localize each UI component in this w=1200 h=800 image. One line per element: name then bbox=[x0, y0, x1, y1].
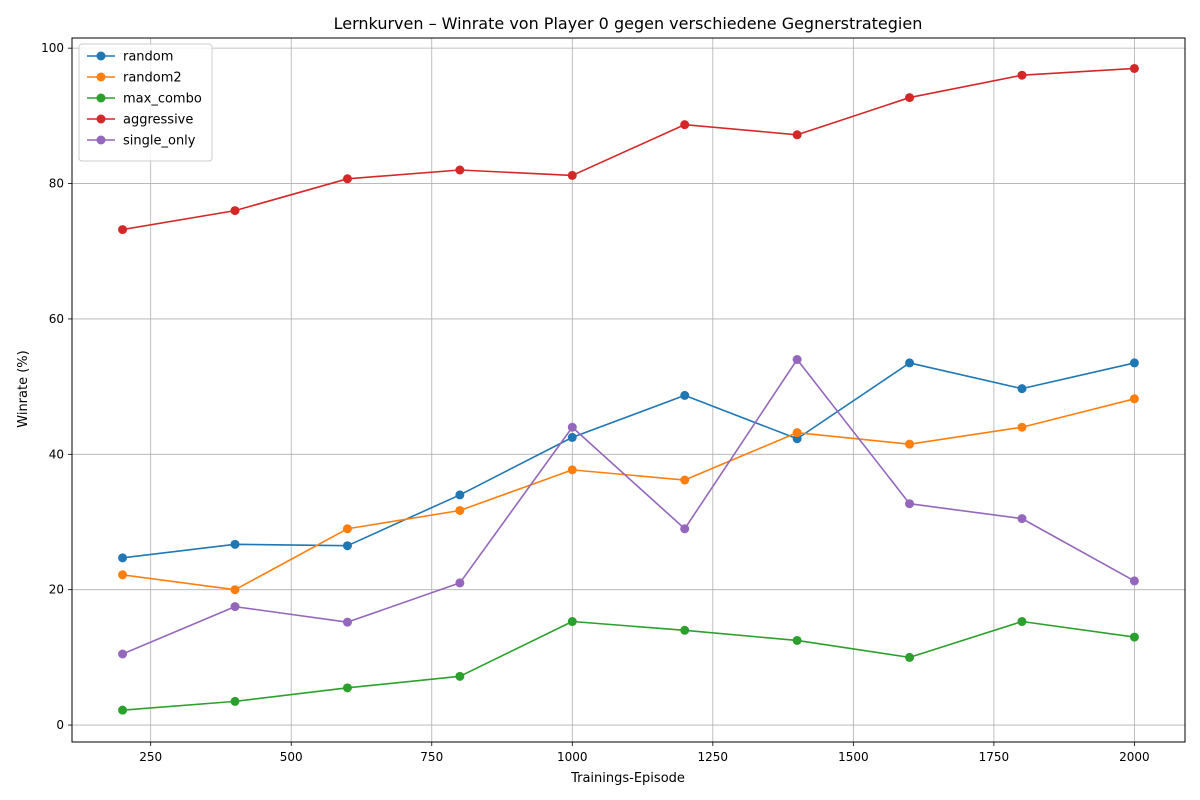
data-point-random2 bbox=[342, 524, 352, 534]
data-point-max_combo bbox=[792, 635, 802, 645]
grid bbox=[72, 38, 1185, 742]
data-point-random bbox=[680, 390, 690, 400]
legend-marker-random bbox=[96, 51, 106, 61]
legend-item-max_combo: max_combo bbox=[87, 92, 202, 107]
series-max_combo bbox=[118, 617, 1139, 715]
data-point-aggressive bbox=[1017, 70, 1027, 80]
data-point-single_only bbox=[567, 422, 577, 432]
x-axis-label: Trainings-Episode bbox=[570, 771, 685, 786]
y-axis-label: Winrate (%) bbox=[16, 350, 31, 427]
data-point-aggressive bbox=[230, 206, 240, 216]
data-point-aggressive bbox=[792, 130, 802, 140]
legend-marker-aggressive bbox=[96, 114, 106, 124]
legend-item-single_only: single_only bbox=[87, 134, 196, 149]
y-tick-label: 80 bbox=[49, 177, 64, 191]
y-tick-label: 60 bbox=[49, 312, 64, 326]
legend-item-random2: random2 bbox=[87, 71, 182, 86]
legend-label-max_combo: max_combo bbox=[123, 92, 202, 107]
series-line-random2 bbox=[122, 398, 1135, 591]
data-point-aggressive bbox=[118, 225, 128, 235]
data-point-random2 bbox=[680, 475, 690, 485]
x-tick-label: 1750 bbox=[979, 750, 1010, 764]
x-tick-label: 500 bbox=[280, 750, 303, 764]
data-point-max_combo bbox=[1129, 632, 1139, 642]
data-point-single_only bbox=[680, 524, 690, 534]
data-point-random2 bbox=[455, 505, 465, 515]
legend-item-aggressive: aggressive bbox=[87, 113, 193, 128]
x-tick-label: 1000 bbox=[557, 750, 588, 764]
data-point-single_only bbox=[792, 355, 802, 365]
data-point-random bbox=[1129, 358, 1139, 368]
legend-label-random2: random2 bbox=[123, 71, 182, 86]
data-point-single_only bbox=[455, 578, 465, 588]
legend-label-aggressive: aggressive bbox=[123, 113, 193, 128]
series-line-single_only bbox=[122, 358, 1135, 655]
series-aggressive bbox=[118, 63, 1139, 235]
data-point-max_combo bbox=[680, 625, 690, 635]
data-point-aggressive bbox=[680, 120, 690, 130]
data-point-max_combo bbox=[1017, 617, 1027, 627]
y-tick-label: 40 bbox=[49, 447, 64, 461]
data-point-single_only bbox=[1129, 576, 1139, 586]
data-point-random bbox=[230, 539, 240, 549]
legend-marker-max_combo bbox=[96, 93, 106, 103]
data-point-random bbox=[455, 490, 465, 500]
legend-marker-random2 bbox=[96, 72, 106, 82]
x-tick-label: 2000 bbox=[1119, 750, 1150, 764]
y-tick-label: 0 bbox=[56, 718, 64, 732]
data-point-max_combo bbox=[567, 617, 577, 627]
series-line-random bbox=[122, 362, 1135, 559]
data-point-aggressive bbox=[1129, 63, 1139, 73]
series-random bbox=[118, 358, 1139, 563]
legend-item-random: random bbox=[87, 50, 173, 65]
data-point-max_combo bbox=[118, 705, 128, 715]
data-point-aggressive bbox=[342, 174, 352, 184]
data-point-single_only bbox=[905, 499, 915, 509]
chart-title: Lernkurven – Winrate von Player 0 gegen … bbox=[334, 14, 923, 33]
data-point-random bbox=[1017, 384, 1027, 394]
data-point-random bbox=[118, 553, 128, 563]
data-point-single_only bbox=[118, 649, 128, 659]
x-tick-label: 1250 bbox=[698, 750, 729, 764]
x-tick-label: 1500 bbox=[838, 750, 869, 764]
data-point-random2 bbox=[1129, 394, 1139, 404]
ticks: 250 500 750 1000 1250 1500 1750 2000 0 20 40 60 80 10… bbox=[41, 41, 1150, 764]
y-tick-label: 100 bbox=[41, 41, 64, 55]
series-single_only bbox=[118, 355, 1139, 659]
legend-marker-single_only bbox=[96, 135, 106, 145]
x-tick-label: 750 bbox=[420, 750, 443, 764]
data-point-aggressive bbox=[455, 165, 465, 175]
legend-box bbox=[78, 43, 213, 162]
data-point-aggressive bbox=[567, 170, 577, 180]
data-point-single_only bbox=[230, 602, 240, 612]
data-point-random bbox=[905, 358, 915, 368]
data-point-random2 bbox=[792, 428, 802, 438]
series-random2 bbox=[118, 394, 1139, 595]
data-point-random2 bbox=[230, 585, 240, 595]
data-point-random bbox=[567, 432, 577, 442]
legend: random random2 max_combo aggressive single_o… bbox=[78, 43, 213, 162]
legend-label-random: random bbox=[123, 50, 173, 65]
series-layer bbox=[118, 63, 1139, 715]
data-point-random2 bbox=[1017, 422, 1027, 432]
data-point-random bbox=[342, 541, 352, 551]
series-line-aggressive bbox=[122, 67, 1135, 231]
data-point-max_combo bbox=[905, 652, 915, 662]
data-point-aggressive bbox=[905, 93, 915, 103]
x-tick-label: 250 bbox=[139, 750, 162, 764]
data-point-random2 bbox=[905, 439, 915, 449]
data-point-max_combo bbox=[455, 671, 465, 681]
data-point-random2 bbox=[567, 465, 577, 475]
data-point-single_only bbox=[1017, 514, 1027, 524]
data-point-max_combo bbox=[342, 683, 352, 693]
data-point-single_only bbox=[342, 617, 352, 627]
data-point-random2 bbox=[118, 570, 128, 580]
y-tick-label: 20 bbox=[49, 583, 64, 597]
plot-frame bbox=[71, 37, 1186, 743]
data-point-max_combo bbox=[230, 696, 240, 706]
series-line-max_combo bbox=[122, 620, 1135, 711]
legend-label-single_only: single_only bbox=[123, 134, 196, 149]
